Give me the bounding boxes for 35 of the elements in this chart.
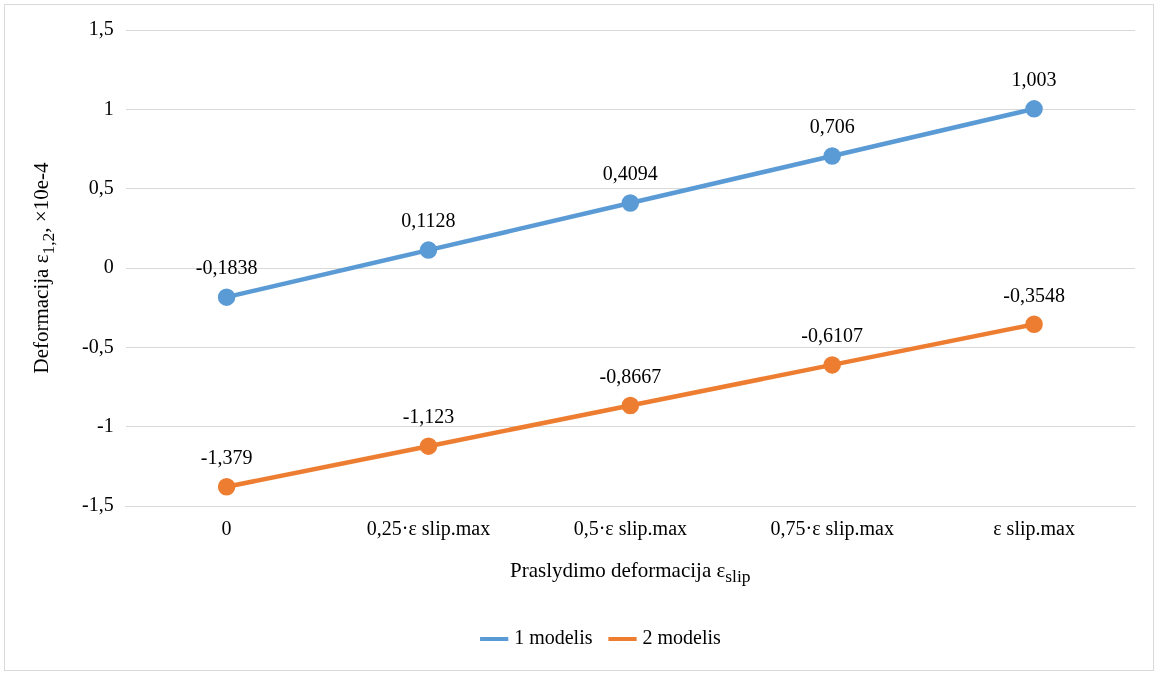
point (419, 437, 438, 455)
point (217, 478, 236, 496)
data-label: -1,379 (200, 446, 253, 469)
x-tick-label: 0,5·ε slip.max (573, 517, 688, 541)
data-label: 0,4094 (602, 162, 658, 185)
x-axis-title: Praslydimo deformacija ε$_{slip}$ (510, 558, 751, 588)
data-label: -1,123 (402, 405, 455, 428)
data-label: 0,1128 (401, 209, 456, 232)
data-label: -0,6107 (801, 324, 864, 347)
legend-label: 1 modelis (514, 626, 593, 649)
data-label: 0,706 (809, 115, 855, 138)
point (823, 147, 841, 165)
y-tick-label: -1,5 (81, 493, 114, 516)
point (217, 288, 236, 306)
point (621, 194, 640, 212)
point (419, 241, 438, 259)
point (1025, 100, 1043, 118)
data-label: -0,8667 (599, 364, 662, 387)
legend-label: 2 modelis (642, 626, 722, 649)
data-label: -0,1838 (195, 256, 258, 279)
point (1025, 315, 1043, 334)
y-tick-label: 1 (103, 96, 114, 119)
data-label: 1,003 (1011, 68, 1057, 91)
x-tick-label: 0,75·ε slip.max (770, 517, 894, 541)
data-label: -0,3548 (1003, 283, 1065, 306)
y-tick-label: 0,5 (88, 175, 114, 198)
point (621, 396, 640, 415)
y-tick-label: 0 (103, 255, 114, 278)
y-tick-label: 1,5 (88, 17, 114, 40)
x-tick-label: 0,25·ε slip.max (366, 517, 491, 541)
y-tick-label: -0,5 (81, 334, 114, 357)
y-tick-label: -1 (96, 413, 114, 436)
point (823, 356, 841, 374)
x-tick-label: ε slip.max (993, 517, 1075, 541)
x-tick-label: 0 (221, 517, 232, 540)
